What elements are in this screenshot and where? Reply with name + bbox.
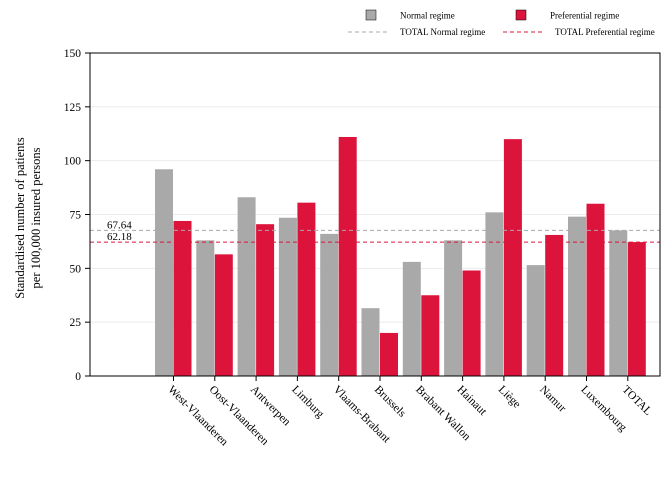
bar-preferential xyxy=(338,136,357,376)
category-label: Limburg xyxy=(289,384,326,421)
legend: Normal regime Preferential regime TOTAL No… xyxy=(348,9,655,37)
bar-normal xyxy=(361,308,380,376)
bar-preferential xyxy=(380,332,398,376)
y-tick-label: 75 xyxy=(70,210,82,222)
legend-label: Normal regime xyxy=(400,11,455,21)
reference-line-label: 67.64 xyxy=(107,219,132,231)
category-label: Hainaut xyxy=(454,384,489,419)
bar-preferential xyxy=(421,295,440,376)
bar-normal xyxy=(278,217,297,376)
bar-normal xyxy=(155,169,173,376)
bar-normal xyxy=(526,265,545,376)
y-axis: 0 25 50 75 100 125 150 xyxy=(64,48,90,383)
bars xyxy=(155,136,646,376)
bar-preferential xyxy=(503,139,522,376)
category-label: Liège xyxy=(496,384,523,411)
category-label: TOTAL xyxy=(620,384,654,418)
y-tick-label: 100 xyxy=(64,156,82,168)
bar-normal xyxy=(320,233,339,376)
bar-preferential xyxy=(214,254,233,376)
category-label: Namur xyxy=(537,384,568,415)
bar-preferential xyxy=(627,242,646,376)
y-axis-label-line-1: Standardised number of patients xyxy=(13,137,27,299)
legend-label: Preferential regime xyxy=(550,11,619,21)
bar-preferential xyxy=(462,270,481,376)
y-tick-label: 0 xyxy=(75,371,81,383)
bar-normal xyxy=(196,240,215,376)
y-tick-label: 150 xyxy=(64,48,82,60)
bar-preferential xyxy=(586,203,605,376)
category-label: Antwerpen xyxy=(248,384,293,429)
bar-preferential xyxy=(173,220,192,376)
legend-label: TOTAL Normal regime xyxy=(400,27,485,37)
y-axis-label-line-2: per 100,000 insured persons xyxy=(29,147,43,288)
bar-normal xyxy=(444,240,463,376)
legend-label: TOTAL Preferential regime xyxy=(555,27,655,37)
bar-preferential xyxy=(297,202,316,376)
reference-line-label: 62.18 xyxy=(107,231,132,243)
y-tick-label: 50 xyxy=(70,263,82,275)
bar-normal xyxy=(402,261,421,376)
bar-normal xyxy=(485,212,504,376)
legend-swatch xyxy=(515,9,527,21)
y-tick-label: 125 xyxy=(64,102,82,114)
y-tick-label: 25 xyxy=(70,317,82,329)
bar-normal xyxy=(237,197,256,376)
category-label: Brussels xyxy=(372,384,408,420)
bar-normal xyxy=(609,230,628,376)
bar-preferential xyxy=(545,234,564,376)
bar-normal xyxy=(568,216,586,376)
bar-preferential xyxy=(256,224,275,376)
legend-swatch xyxy=(365,9,377,21)
x-axis: West-VlaanderenOost-VlaanderenAntwerpenL… xyxy=(165,376,654,449)
